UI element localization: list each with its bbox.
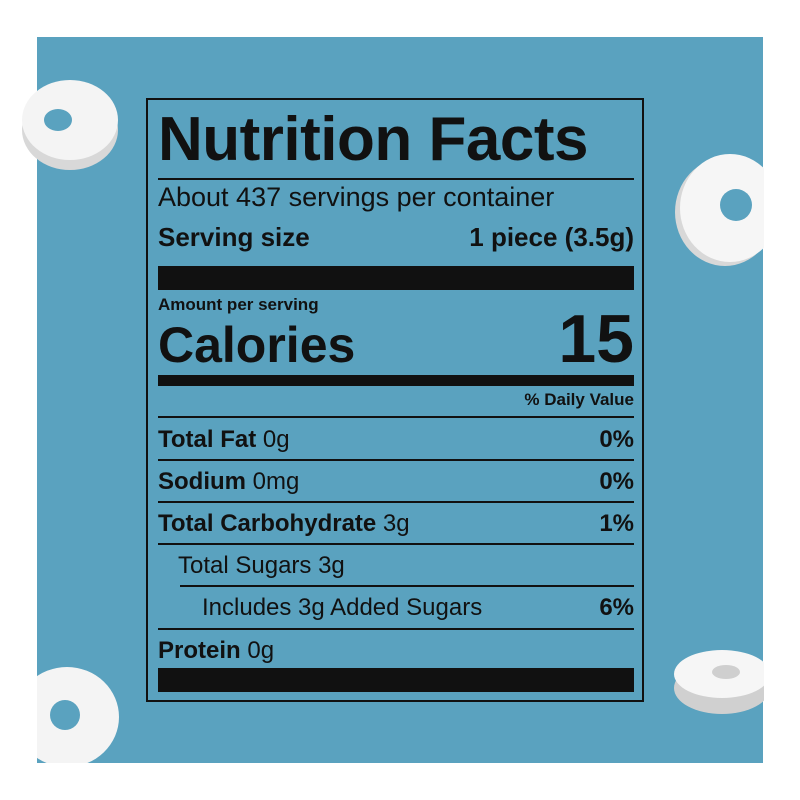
- serving-size-label: Serving size: [158, 222, 310, 252]
- nutrient-amount: 0mg: [252, 468, 300, 495]
- candy-bottom-left: [37, 667, 119, 763]
- nutrient-name: Total Carbohydrate: [158, 510, 377, 537]
- dv-sodium: 0%: [599, 468, 634, 495]
- amount-per-serving: Amount per serving: [158, 295, 319, 314]
- nutrient-name: Sodium: [158, 468, 246, 495]
- candy-top-right: [675, 154, 764, 266]
- nutrient-amount: 0g: [247, 637, 275, 664]
- calories-value: 15: [558, 301, 634, 377]
- divider: [158, 459, 634, 461]
- row-total-fat: Total Fat 0g: [158, 426, 290, 454]
- nutrient-name: Protein: [158, 637, 241, 664]
- dv-total-fat: 0%: [599, 426, 634, 453]
- calories-label: Calories: [158, 317, 356, 373]
- thick-divider: [158, 668, 634, 692]
- thick-divider: [158, 266, 634, 290]
- nutrient-amount: 0g: [262, 426, 290, 453]
- divider: [158, 416, 634, 418]
- divider: [180, 585, 634, 587]
- medium-divider: [158, 375, 634, 386]
- candy-bottom-right: [674, 650, 764, 714]
- divider: [158, 628, 634, 630]
- candy-top-left: [22, 80, 118, 170]
- row-protein: Protein 0g: [158, 637, 274, 665]
- daily-value-header: % Daily Value: [524, 390, 634, 409]
- row-sodium: Sodium 0mg: [158, 468, 299, 496]
- nutrient-amount: 3g: [382, 510, 410, 537]
- nutrition-facts-panel: Nutrition Facts About 437 servings per c…: [146, 98, 644, 702]
- servings-per-container: About 437 servings per container: [158, 182, 555, 212]
- divider: [158, 543, 634, 545]
- serving-size-value: 1 piece (3.5g): [469, 222, 634, 252]
- title: Nutrition Facts: [158, 105, 588, 174]
- row-total-carbohydrate: Total Carbohydrate 3g: [158, 510, 410, 538]
- dv-total-carbohydrate: 1%: [599, 510, 634, 537]
- divider: [158, 178, 634, 180]
- divider: [158, 501, 634, 503]
- row-added-sugars: Includes 3g Added Sugars: [202, 594, 483, 621]
- row-total-sugars: Total Sugars 3g: [178, 552, 345, 579]
- dv-added-sugars: 6%: [599, 594, 634, 621]
- nutrient-name: Total Fat: [158, 426, 257, 453]
